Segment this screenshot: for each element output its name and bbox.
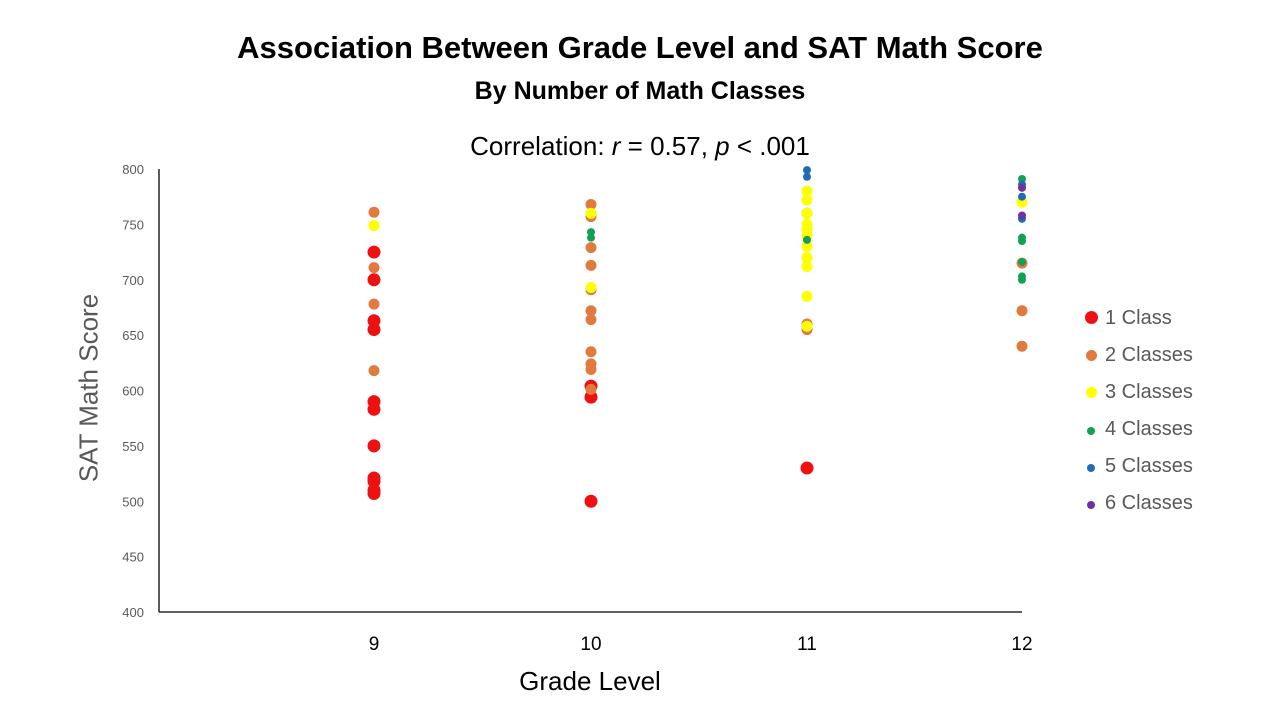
correlation-r-symbol: r [611,131,621,161]
data-point [585,198,597,210]
legend-item: 5 Classes [1084,448,1193,485]
legend-label: 4 Classes [1105,418,1193,440]
data-point [585,242,597,254]
legend-dot [1084,311,1098,324]
data-point [803,172,811,181]
legend-label: 2 Classes [1105,344,1193,366]
data-point [801,252,813,264]
data-point [368,206,380,218]
x-tick-label: 12 [1011,634,1032,655]
data-point [801,260,813,272]
data-point [1018,211,1026,220]
data-point [801,194,813,206]
data-point [801,320,813,332]
legend-dot [1087,427,1095,435]
data-point [1018,275,1026,284]
correlation-r-value: = 0.57, [620,131,716,161]
data-point [585,282,597,294]
legend-label: 5 Classes [1105,455,1193,477]
y-tick-label: 450 [122,550,144,565]
data-point [800,461,814,475]
data-point [585,383,597,395]
data-point [1018,236,1026,245]
data-point [368,365,380,377]
correlation-prefix: Correlation: [470,131,612,161]
data-point [367,273,381,287]
legend-dot [1087,501,1095,509]
legend-label: 6 Classes [1105,492,1193,514]
legend-marker [1084,418,1098,441]
data-point [368,219,380,231]
data-point [801,207,813,219]
data-point [801,290,813,302]
legend-item: 4 Classes [1084,411,1193,448]
data-point [368,298,380,310]
data-point [801,185,813,197]
data-point [587,233,595,242]
legend-item: 6 Classes [1084,485,1193,522]
x-tick-label: 9 [369,634,380,655]
legend-marker [1084,344,1098,367]
data-point [1016,340,1028,352]
data-point [584,494,598,508]
data-point [367,439,381,453]
data-point [1016,305,1028,317]
x-tick-label: 10 [580,634,601,655]
data-point [803,166,811,175]
data-point [801,241,813,253]
correlation-p-value: < .001 [729,131,810,161]
legend-label: 1 Class [1105,307,1172,329]
data-point [585,259,597,271]
legend-marker [1084,455,1098,478]
data-point [1018,258,1026,267]
data-point [1018,174,1026,183]
data-point [585,305,597,317]
y-tick-label: 750 [122,217,144,232]
chart-title: Association Between Grade Level and SAT … [237,30,1043,65]
data-point [368,262,380,274]
data-point [1018,183,1026,192]
legend-label: 3 Classes [1105,381,1193,403]
correlation-annotation: Correlation: r = 0.57, p < .001 [0,131,1280,162]
data-point [367,323,381,337]
y-tick-label: 700 [122,273,144,288]
data-point [584,390,598,404]
correlation-p-symbol: p [715,131,730,161]
legend-marker [1084,381,1098,404]
data-point [587,228,595,237]
legend-item: 2 Classes [1084,337,1193,374]
y-tick-label: 500 [122,494,144,509]
data-point [803,235,811,244]
data-point [585,314,597,326]
data-point [367,402,381,416]
data-point [585,346,597,358]
data-point [367,486,381,500]
chart-subtitle: By Number of Math Classes [474,77,806,105]
legend: 1 Class 2 Classes 3 Classes 4 Classes 5 Clas… [1084,300,1193,522]
y-tick-label: 650 [122,328,144,343]
y-tick-label: 550 [122,439,144,454]
y-tick-label: 600 [122,384,144,399]
y-tick-label: 800 [122,162,144,177]
data-point [585,363,597,375]
legend-marker [1084,307,1098,330]
legend-dot [1087,464,1095,472]
x-axis-label: Grade Level [519,666,661,696]
data-point [367,245,381,259]
data-point [585,207,597,219]
x-tick-label: 11 [797,634,817,655]
legend-dot [1085,350,1097,361]
y-tick-label: 400 [122,605,144,620]
legend-item: 1 Class [1084,300,1193,337]
y-axis-label: SAT Math Score [73,293,104,483]
legend-dot [1085,387,1097,398]
legend-item: 3 Classes [1084,374,1193,411]
data-point [1018,192,1026,201]
legend-marker [1084,492,1098,515]
